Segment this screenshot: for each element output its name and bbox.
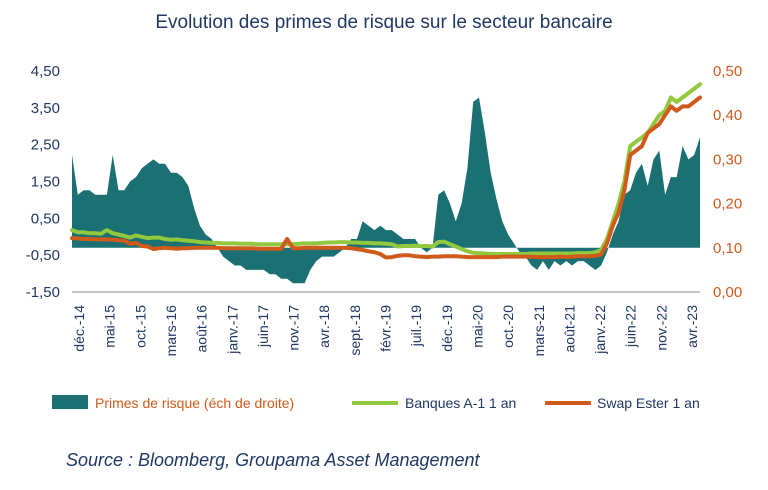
y-left-tick-label: 1,50 [31, 174, 60, 191]
legend-label: Swap Ester 1 an [597, 395, 700, 411]
x-tick-label: avr.-18 [316, 305, 332, 348]
y-right-tick-label: 0,20 [713, 196, 742, 213]
x-tick-label: sept.-18 [347, 305, 363, 356]
source-note: Source : Bloomberg, Groupama Asset Manag… [66, 450, 480, 470]
chart-title: Evolution des primes de risque sur le se… [155, 12, 613, 33]
y-left-tick-label: -0,50 [26, 247, 60, 264]
legend-label: Primes de risque (éch de droite) [95, 395, 294, 411]
y-right-tick-label: 0,00 [713, 284, 742, 301]
x-tick-label: juil.-19 [408, 305, 424, 347]
x-tick-label: mars-16 [163, 305, 179, 357]
x-tick-label: déc.-19 [439, 305, 455, 352]
x-tick-label: déc.-14 [71, 305, 87, 352]
legend: Primes de risque (éch de droite) Banques … [52, 395, 700, 411]
x-tick-label: oct.-15 [132, 305, 148, 348]
y-axis-right: 0,50 0,40 0,30 0,20 0,10 0,00 [713, 63, 742, 301]
y-right-tick-label: 0,50 [713, 63, 742, 80]
x-tick-label: nov.-17 [286, 305, 302, 351]
legend-label: Banques A-1 1 an [405, 395, 516, 411]
y-right-tick-label: 0,10 [713, 240, 742, 257]
y-right-tick-label: 0,30 [713, 151, 742, 168]
series-line-banques-a1-1an [70, 82, 702, 256]
chart: 4,503,502,501,500,50-0,50-1,50 0,500,400… [26, 63, 742, 411]
plot-area [70, 82, 702, 284]
legend-swatch [52, 395, 88, 409]
x-tick-label: mars-21 [531, 305, 547, 357]
x-tick-label: janv.-17 [224, 305, 240, 355]
x-tick-label: août-21 [561, 305, 577, 353]
x-tick-label: août-16 [194, 305, 210, 353]
x-tick-label: mai-20 [469, 305, 485, 348]
x-tick-label: janv.-22 [592, 305, 608, 355]
x-tick-label: mai-15 [102, 305, 118, 348]
x-tick-label: juin-22 [623, 305, 639, 348]
x-axis: déc.-14 mai-15 oct.-15 mars-16 août-16 janv.-… [71, 291, 700, 357]
y-left-tick-label: 2,50 [31, 137, 60, 154]
series-line-swap-ester-1an [70, 95, 702, 260]
y-axis-left: 4,50 3,50 2,50 1,50 0,50 -0,50 -1,50 [26, 63, 60, 301]
x-tick-label: févr.-19 [378, 305, 394, 352]
x-tick-label: avr.-23 [684, 305, 700, 348]
y-right-tick-label: 0,40 [713, 107, 742, 124]
y-left-tick-label: 0,50 [31, 210, 60, 227]
y-left-tick-label: 4,50 [31, 63, 60, 80]
y-left-tick-label: -1,50 [26, 284, 60, 301]
x-tick-label: oct.-20 [500, 305, 516, 348]
y-left-tick-label: 3,50 [31, 100, 60, 117]
series-area-primes-de-risque [72, 97, 700, 284]
x-tick-label: juin-17 [255, 305, 271, 348]
x-tick-label: nov.-22 [653, 305, 669, 351]
